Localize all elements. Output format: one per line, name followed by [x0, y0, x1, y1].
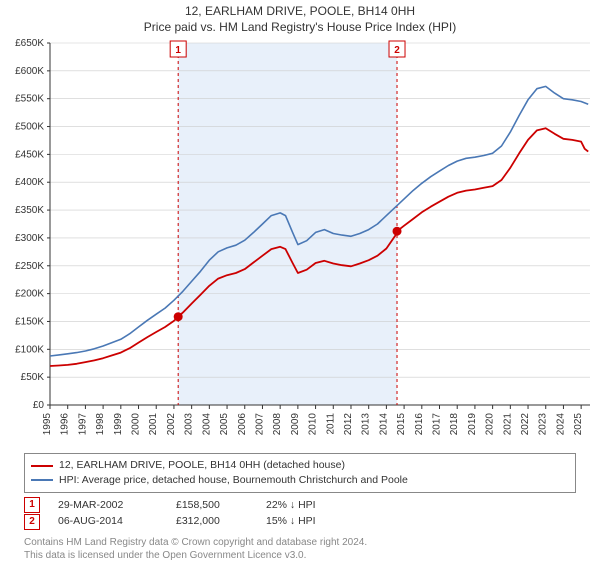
chart-container: £0 £50K £100K £150K £200K £250K £300K £350K £400…	[0, 35, 600, 447]
svg-text:£300K: £300K	[15, 233, 44, 244]
svg-text:2023: 2023	[538, 413, 549, 436]
svg-text:1995: 1995	[42, 413, 53, 436]
svg-text:£50K: £50K	[21, 372, 45, 383]
svg-text:£600K: £600K	[15, 66, 44, 77]
chart-titles: 12, EARLHAM DRIVE, POOLE, BH14 0HH Price…	[0, 0, 600, 35]
transaction-price: £312,000	[176, 513, 248, 530]
svg-text:1999: 1999	[113, 413, 124, 436]
svg-text:1997: 1997	[77, 413, 88, 436]
svg-text:2024: 2024	[555, 413, 566, 436]
footer-line: Contains HM Land Registry data © Crown c…	[24, 536, 576, 549]
svg-text:2: 2	[394, 45, 400, 56]
svg-text:1998: 1998	[95, 413, 106, 436]
title-subtitle: Price paid vs. HM Land Registry's House …	[0, 20, 600, 36]
legend-label: HPI: Average price, detached house, Bour…	[59, 473, 408, 488]
svg-text:2015: 2015	[396, 413, 407, 436]
line-chart: £0 £50K £100K £150K £200K £250K £300K £350K £400…	[0, 35, 600, 447]
svg-text:2002: 2002	[166, 413, 177, 436]
transaction-row: 1 29-MAR-2002 £158,500 22% ↓ HPI	[24, 497, 576, 514]
svg-text:2006: 2006	[237, 413, 248, 436]
transaction-row: 2 06-AUG-2014 £312,000 15% ↓ HPI	[24, 513, 576, 530]
footer-line: This data is licensed under the Open Gov…	[24, 549, 576, 562]
transaction-price: £158,500	[176, 497, 248, 514]
transaction-delta: 15% ↓ HPI	[266, 513, 356, 530]
svg-text:2004: 2004	[201, 413, 212, 436]
svg-text:£650K: £650K	[15, 38, 44, 49]
svg-text:2017: 2017	[432, 413, 443, 436]
svg-text:2011: 2011	[325, 413, 336, 435]
svg-text:2021: 2021	[502, 413, 513, 436]
svg-text:£100K: £100K	[15, 344, 44, 355]
svg-text:2018: 2018	[449, 413, 460, 436]
transaction-date: 29-MAR-2002	[58, 497, 158, 514]
svg-text:2001: 2001	[148, 413, 159, 436]
legend-swatch	[31, 479, 53, 481]
transaction-badge: 2	[24, 514, 40, 530]
svg-text:£400K: £400K	[15, 177, 44, 188]
transaction-delta: 22% ↓ HPI	[266, 497, 356, 514]
legend-item: HPI: Average price, detached house, Bour…	[31, 473, 569, 488]
transaction-date: 06-AUG-2014	[58, 513, 158, 530]
legend-swatch	[31, 465, 53, 467]
svg-text:2005: 2005	[219, 413, 230, 436]
svg-text:2008: 2008	[272, 413, 283, 436]
svg-text:£200K: £200K	[15, 289, 44, 300]
svg-text:2009: 2009	[290, 413, 301, 436]
svg-text:£500K: £500K	[15, 122, 44, 133]
title-address: 12, EARLHAM DRIVE, POOLE, BH14 0HH	[0, 4, 600, 20]
svg-text:£450K: £450K	[15, 150, 44, 161]
svg-text:£250K: £250K	[15, 261, 44, 272]
svg-text:2012: 2012	[343, 413, 354, 436]
svg-text:£550K: £550K	[15, 94, 44, 105]
svg-text:£0: £0	[33, 400, 45, 411]
legend-item: 12, EARLHAM DRIVE, POOLE, BH14 0HH (deta…	[31, 458, 569, 473]
svg-text:2022: 2022	[520, 413, 531, 436]
svg-text:2014: 2014	[378, 413, 389, 436]
svg-text:2003: 2003	[184, 413, 195, 436]
svg-text:2007: 2007	[254, 413, 265, 436]
svg-text:2010: 2010	[308, 413, 319, 436]
svg-text:2000: 2000	[131, 413, 142, 436]
svg-text:2019: 2019	[467, 413, 478, 436]
svg-text:£350K: £350K	[15, 205, 44, 216]
svg-text:2020: 2020	[485, 413, 496, 436]
legend: 12, EARLHAM DRIVE, POOLE, BH14 0HH (deta…	[24, 453, 576, 492]
transaction-list: 1 29-MAR-2002 £158,500 22% ↓ HPI 2 06-AU…	[24, 497, 576, 531]
svg-text:2025: 2025	[573, 413, 584, 436]
svg-text:£150K: £150K	[15, 317, 44, 328]
svg-text:2013: 2013	[361, 413, 372, 436]
transaction-badge: 1	[24, 497, 40, 513]
svg-text:1996: 1996	[60, 413, 71, 436]
svg-text:1: 1	[175, 45, 181, 56]
footer: Contains HM Land Registry data © Crown c…	[24, 536, 576, 562]
legend-label: 12, EARLHAM DRIVE, POOLE, BH14 0HH (deta…	[59, 458, 345, 473]
svg-text:2016: 2016	[414, 413, 425, 436]
